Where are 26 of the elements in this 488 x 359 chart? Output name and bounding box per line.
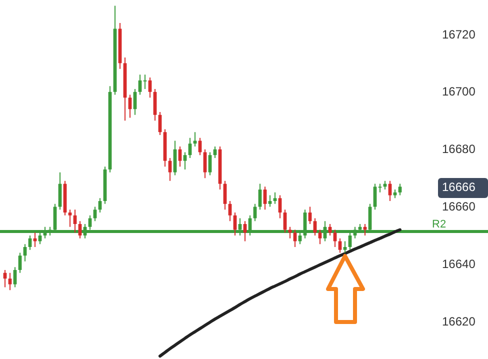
candlestick [373, 183, 377, 210]
candlestick [193, 132, 197, 147]
ref-line-label: R2 [432, 218, 446, 230]
y-tick-label: 16720 [442, 27, 476, 42]
candlestick [398, 183, 402, 196]
candlestick [338, 238, 342, 254]
candlestick [258, 183, 262, 210]
y-tick-label: 16700 [442, 84, 476, 99]
candlestick [93, 206, 97, 222]
candlestick [68, 209, 72, 228]
candlestick [283, 209, 287, 234]
text: 16666 [442, 180, 476, 194]
y-tick-label: 16640 [442, 257, 476, 272]
line-series [158, 228, 402, 358]
candlestick [8, 272, 12, 291]
candlestick [268, 194, 272, 208]
candlestick [318, 229, 322, 245]
candlestick [363, 224, 367, 236]
candlestick [208, 152, 212, 176]
candlestick [183, 152, 187, 170]
candlestick [203, 148, 207, 179]
y-tick-label: 16620 [442, 314, 476, 329]
candlestick [273, 192, 277, 204]
y-tick-label: 16660 [442, 200, 476, 214]
y-tick-label: 16680 [442, 142, 476, 156]
candlestick [343, 240, 347, 254]
